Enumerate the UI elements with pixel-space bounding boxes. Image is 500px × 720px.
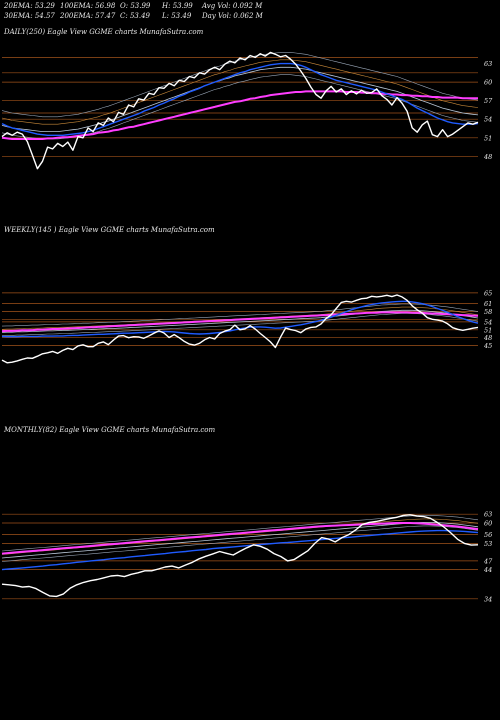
daily-price-line [1, 51, 479, 170]
daily-chart-title: DAILY(250) Eagle View GGME charts Munafa… [3, 28, 204, 36]
monthly-ema-long-line [1, 522, 479, 555]
day-vol-readout: Day Vol: 0.062 M [202, 12, 263, 20]
weekly-chart-title: WEEKLY(145 ) Eagle View GGME charts Muna… [4, 226, 215, 234]
daily-ema-band [1, 59, 479, 125]
monthly-tick-label: 47 [483, 557, 493, 565]
weekly-ema-long-line [1, 311, 479, 333]
daily-tick-label: 60 [484, 79, 492, 87]
weekly-tick-label: 54 [484, 318, 492, 326]
ema30-readout: 30EMA: 54.57 [4, 12, 55, 20]
avg-vol-readout: Avg Vol: 0.092 M [202, 2, 263, 10]
weekly-tick-label: 48 [483, 334, 492, 342]
ema100-readout: 100EMA: 56.98 [60, 2, 116, 10]
weekly-tick-label: 65 [484, 289, 492, 297]
indicator-header: 20EMA: 53.29 100EMA: 56.98 O: 53.99 H: 5… [4, 2, 304, 22]
daily-tick-label: 54 [484, 116, 492, 124]
weekly-tick-label: 61 [484, 300, 492, 308]
daily-tick-label: 48 [483, 153, 492, 161]
weekly-tick-label: 58 [484, 308, 492, 316]
ema200-readout: 200EMA: 57.47 [60, 12, 116, 20]
daily-ema-short-line [1, 62, 479, 137]
monthly-tick-label: 60 [484, 520, 492, 528]
weekly-ema-band [1, 303, 479, 327]
monthly-tick-label: 34 [484, 595, 492, 603]
daily-tick-label: 51 [484, 134, 492, 142]
monthly-price-line [1, 514, 479, 598]
daily-tick-label: 57 [484, 97, 493, 105]
monthly-ema-mid-line [1, 522, 479, 559]
weekly-ema-band [1, 313, 479, 336]
weekly-tick-label: 45 [483, 342, 492, 350]
monthly-tick-label: 63 [484, 511, 492, 519]
monthly-tick-label: 44 [483, 566, 492, 574]
close-readout: C: 53.49 [120, 12, 150, 20]
daily-ema-band [1, 52, 479, 118]
monthly-ema-band [1, 518, 479, 555]
daily-tick-label: 63 [484, 60, 492, 68]
monthly-ema-short-line [1, 529, 479, 571]
ema20-readout: 20EMA: 53.29 [4, 2, 55, 10]
weekly-price-line [1, 294, 479, 364]
daily-ema-long-line [1, 90, 478, 140]
monthly-ema-band [1, 525, 479, 562]
weekly-tick-label: 51 [484, 326, 492, 334]
monthly-tick-label: 53 [484, 540, 492, 548]
weekly-ema-short-line [1, 300, 479, 338]
monthly-chart-title: MONTHLY(82) Eagle View GGME charts Munaf… [3, 426, 216, 434]
weekly-ema-mid-line [1, 309, 479, 333]
open-readout: O: 53.99 [120, 2, 151, 10]
daily-ema-mid-line [1, 66, 479, 133]
high-readout: H: 53.99 [162, 2, 193, 10]
monthly-tick-label: 56 [484, 531, 492, 539]
low-readout: L: 53.49 [162, 12, 192, 20]
